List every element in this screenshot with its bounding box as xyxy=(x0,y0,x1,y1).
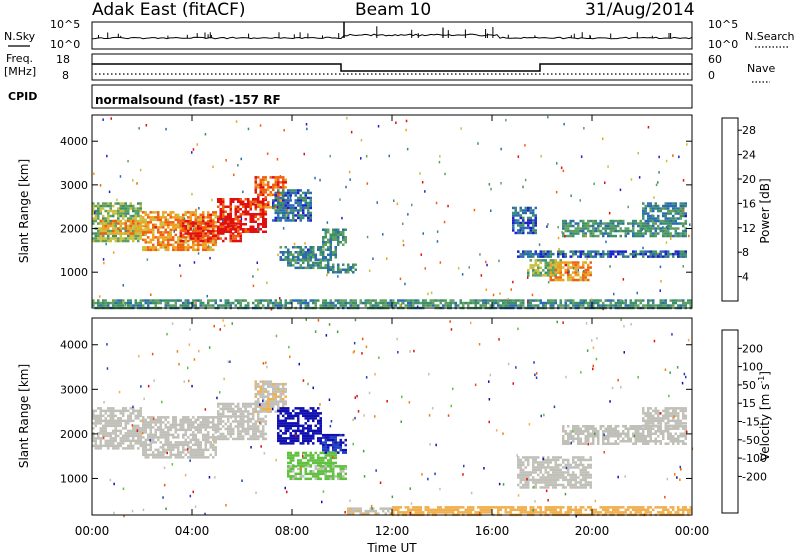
data-region-11 xyxy=(512,206,537,235)
nsky-label: N.Sky xyxy=(4,30,36,43)
nsky-spikes xyxy=(98,22,672,38)
power-y-axis: 1000 2000 3000 4000 xyxy=(60,135,692,279)
freq-label: Freq. xyxy=(6,52,33,65)
data-region-8 xyxy=(347,507,392,515)
y-tick-label: 4000 xyxy=(60,135,88,148)
data-region-2 xyxy=(217,402,267,441)
data-region-5 xyxy=(322,433,347,454)
colorbar-tick-label: 100 xyxy=(742,361,763,374)
x-tick-label: 00:00 xyxy=(675,524,710,538)
velocity-y-axis: 1000 2000 3000 4000 xyxy=(60,339,692,485)
y-tick-label: 1000 xyxy=(60,472,88,485)
x-tick-label: 04:00 xyxy=(175,524,210,538)
power-colorbar-label: Power [dB] xyxy=(758,178,772,243)
data-region-10 xyxy=(517,456,592,489)
power-data xyxy=(92,115,692,311)
velocity-data xyxy=(92,318,694,518)
freq-unit-label: [MHz] xyxy=(4,65,36,78)
colorbar-tick-label: -200 xyxy=(742,470,767,483)
power-panel: 1000 2000 3000 4000 Slant Range [km] 4 8 12 16… xyxy=(17,114,772,311)
colorbar-tick-label: 16 xyxy=(742,197,756,210)
colorbar-tick-label: 20 xyxy=(742,173,756,186)
nave-tick-high: 60 xyxy=(708,53,722,66)
y-tick-label: 2000 xyxy=(60,223,88,236)
y-tick-label: 4000 xyxy=(60,339,88,352)
data-region-7 xyxy=(287,465,347,481)
cpid-label: CPID xyxy=(8,90,37,103)
data-region-1 xyxy=(99,219,147,235)
colorbar-tick-label: 4 xyxy=(742,271,749,284)
data-region-1 xyxy=(142,416,217,459)
x-tick-label: 08:00 xyxy=(275,524,310,538)
power-colorbar: 4 8 12 16 20 24 28 xyxy=(721,117,756,302)
y-tick-label: 1000 xyxy=(60,266,88,279)
colorbar-tick-label: -100 xyxy=(742,452,767,465)
x-tick-label: 20:00 xyxy=(575,524,610,538)
y-tick-label: 3000 xyxy=(60,383,88,396)
data-region-14 xyxy=(549,261,592,282)
data-region-0 xyxy=(92,407,142,450)
cpid-panel: CPID normalsound (fast) -157 RF xyxy=(8,84,693,109)
power-x-ticks xyxy=(91,115,693,308)
colorbar-tick-label: -50 xyxy=(742,434,760,447)
x-axis-label: Time UT xyxy=(366,541,417,554)
x-tick-label: 16:00 xyxy=(475,524,510,538)
noise-panel: N.Sky 10^5 10^0 10^5 10^0 N.Search xyxy=(4,18,795,51)
nsearch-label: N.Search xyxy=(745,30,795,43)
data-region-4 xyxy=(217,198,267,233)
scatter-points xyxy=(102,318,694,518)
date-title: 31/Aug/2014 xyxy=(585,0,695,20)
velocity-panel: 1000 2000 3000 4000 00:00 04:00 08:00 12:00 16:… xyxy=(17,317,772,554)
scatter-points xyxy=(93,115,691,311)
data-region-8 xyxy=(287,259,330,270)
nsky-series xyxy=(91,33,693,40)
freq-tick-low: 8 xyxy=(62,69,69,82)
x-tick-label: 12:00 xyxy=(375,524,410,538)
frequency-series xyxy=(92,63,692,72)
data-region-6 xyxy=(272,189,312,222)
beam-title: Beam 10 xyxy=(355,0,431,20)
data-region-3 xyxy=(254,380,287,413)
colorbar-tick-label: 15 xyxy=(742,397,756,410)
velocity-y-label: Slant Range [km] xyxy=(17,364,31,468)
velocity-colorbar: 200 100 50 15 -15 -50 -100 -200 xyxy=(721,329,767,514)
colorbar-tick-label: 50 xyxy=(742,379,756,392)
nsearch-tick-low: 10^0 xyxy=(708,38,738,51)
freq-panel: Freq. [MHz] 18 8 60 0 Nave xyxy=(4,52,775,83)
nave-tick-low: 0 xyxy=(708,69,715,82)
colorbar-tick-label: 12 xyxy=(742,222,756,235)
data-region-6 xyxy=(287,451,337,467)
velocity-colorbar-label: Velocity [m s-1] xyxy=(757,371,772,461)
nsearch-tick-high: 10^5 xyxy=(708,18,738,31)
colorbar-tick-label: 8 xyxy=(742,246,749,259)
colorbar-tick-label: 28 xyxy=(742,124,756,137)
y-tick-label: 2000 xyxy=(60,428,88,441)
station-title: Adak East (fitACF) xyxy=(92,0,246,20)
colorbar-tick-label: -15 xyxy=(742,416,760,429)
nsky-tick-high: 10^5 xyxy=(50,18,80,31)
data-region-4 xyxy=(277,407,322,445)
cpid-text: normalsound (fast) -157 RF xyxy=(95,93,281,107)
power-y-label: Slant Range [km] xyxy=(17,159,31,263)
y-tick-label: 3000 xyxy=(60,179,88,192)
colorbar-tick-label: 200 xyxy=(742,342,763,355)
data-region-12 xyxy=(517,250,687,258)
velocity-x-axis: 00:00 04:00 08:00 12:00 16:00 20:00 00:00 xyxy=(75,318,710,538)
nave-label: Nave xyxy=(747,62,775,75)
freq-tick-high: 18 xyxy=(56,53,70,66)
nsky-tick-low: 10^0 xyxy=(50,38,80,51)
x-tick-label: 00:00 xyxy=(75,524,110,538)
data-region-15 xyxy=(562,219,687,238)
colorbar-tick-label: 24 xyxy=(742,149,756,162)
